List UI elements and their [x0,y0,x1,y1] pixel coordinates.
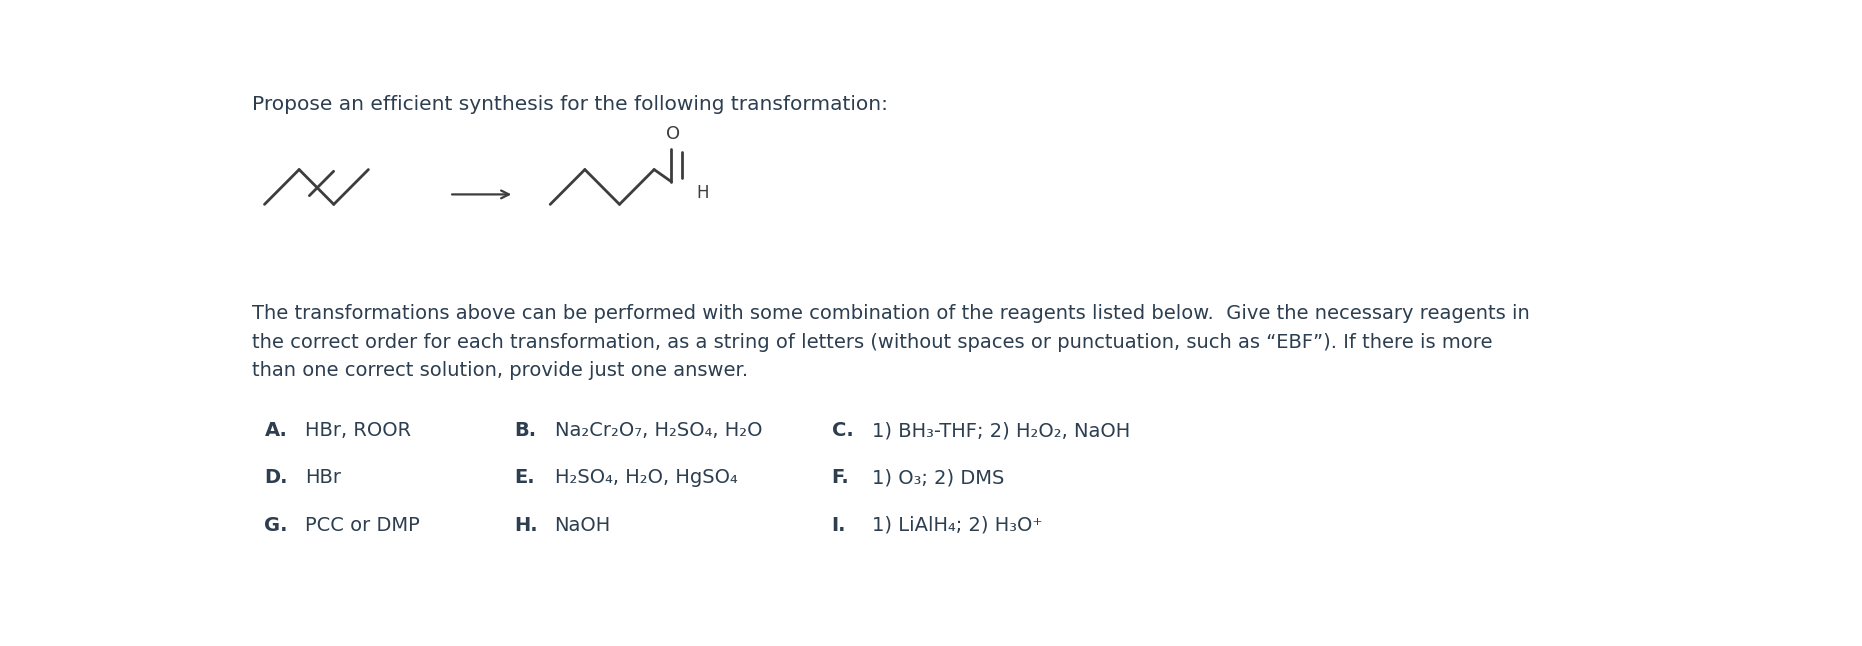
Text: Propose an efficient synthesis for the following transformation:: Propose an efficient synthesis for the f… [251,95,888,114]
Text: H: H [696,184,708,202]
Text: Na₂Cr₂O₇, H₂SO₄, H₂O: Na₂Cr₂O₇, H₂SO₄, H₂O [555,421,762,440]
Text: H₂SO₄, H₂O, HgSO₄: H₂SO₄, H₂O, HgSO₄ [555,468,737,488]
Text: HBr, ROOR: HBr, ROOR [305,421,412,440]
Text: D.: D. [264,468,289,488]
Text: B.: B. [514,421,536,440]
Text: 1) BH₃-THF; 2) H₂O₂, NaOH: 1) BH₃-THF; 2) H₂O₂, NaOH [871,421,1130,440]
Text: O: O [667,125,680,143]
Text: I.: I. [832,516,845,535]
Text: The transformations above can be performed with some combination of the reagents: The transformations above can be perform… [251,304,1529,380]
Text: G.: G. [264,516,289,535]
Text: A.: A. [264,421,287,440]
Text: E.: E. [514,468,534,488]
Text: H.: H. [514,516,538,535]
Text: 1) O₃; 2) DMS: 1) O₃; 2) DMS [871,468,1004,488]
Text: F.: F. [832,468,849,488]
Text: PCC or DMP: PCC or DMP [305,516,419,535]
Text: 1) LiAlH₄; 2) H₃O⁺: 1) LiAlH₄; 2) H₃O⁺ [871,516,1043,535]
Text: HBr: HBr [305,468,341,488]
Text: NaOH: NaOH [555,516,611,535]
Text: C.: C. [832,421,853,440]
